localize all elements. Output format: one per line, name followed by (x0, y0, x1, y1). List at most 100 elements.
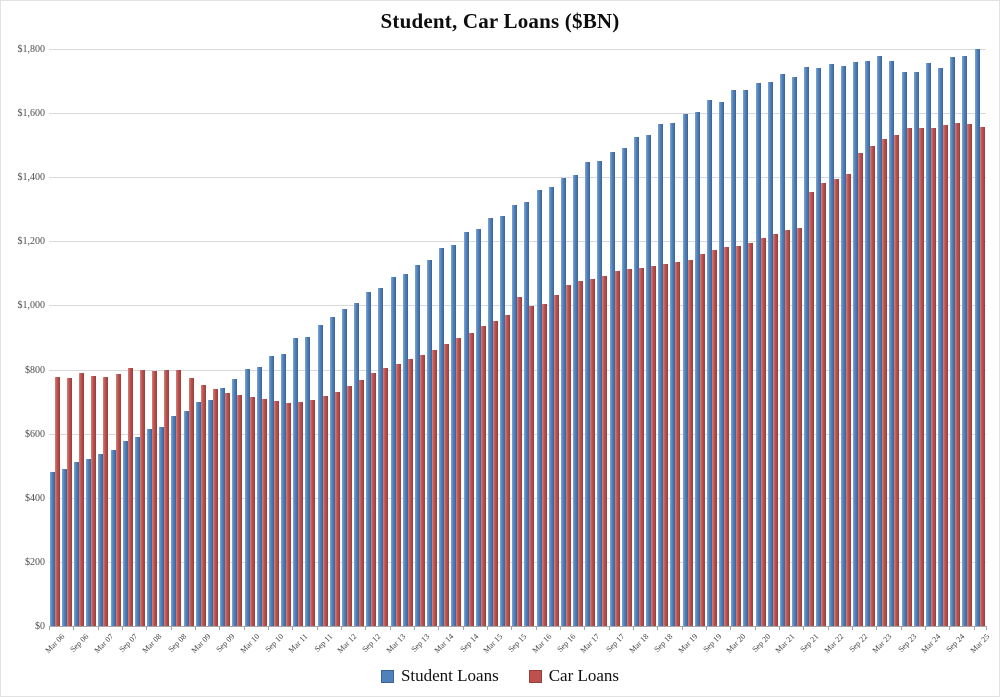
x-tick-label: Mar 13 (384, 632, 408, 655)
student-loans-bar (962, 56, 968, 626)
student-loans-bar (670, 123, 676, 626)
car-loans-bar (833, 179, 839, 626)
student-loans-bar (609, 152, 615, 626)
x-axis-tick (365, 626, 367, 630)
car-loans-bar (955, 123, 961, 626)
student-loans-bar (463, 232, 469, 626)
car-loans-bar (371, 373, 377, 626)
y-tick-label: $0 (35, 621, 45, 632)
x-axis-tick (511, 626, 513, 630)
x-axis-tick (414, 626, 416, 630)
car-loans-bar (273, 401, 279, 626)
car-loans-bar (152, 370, 158, 626)
y-tick-label: $600 (25, 428, 45, 440)
student-loans-bar (938, 68, 944, 626)
student-loans-bar (86, 459, 92, 626)
x-axis-tick (560, 626, 562, 630)
student-loans-bar (658, 124, 664, 626)
car-loans-bar (176, 369, 182, 626)
student-loans-bar (293, 338, 299, 626)
x-axis-tick (389, 626, 391, 630)
car-loans-bar (188, 377, 194, 626)
plot-area (49, 49, 986, 627)
car-loans-bar (286, 402, 291, 626)
car-loans-bar (66, 378, 72, 626)
student-loans-bar (755, 83, 761, 626)
student-loans-legend-swatch (380, 669, 394, 683)
car-loans-bar (164, 370, 170, 626)
legend-item-student-loans: Student Loans (380, 666, 499, 686)
car-loans-bar (882, 139, 888, 626)
x-tick-label: Sep 12 (360, 632, 383, 654)
car-loans-bar (797, 227, 803, 626)
student-loans-bar (49, 472, 55, 626)
car-loans-bar (772, 234, 778, 626)
student-loans-bar (451, 245, 457, 626)
student-loans-bar (548, 187, 554, 626)
student-loans-bar (840, 65, 846, 626)
student-loans-bar (232, 378, 238, 626)
y-tick-label: $400 (25, 492, 45, 504)
student-loans-bar (694, 111, 700, 626)
student-loans-bar (281, 353, 286, 626)
x-tick-label: Mar 12 (335, 632, 359, 655)
car-loans-bar (346, 386, 352, 626)
car-loans-bar (590, 279, 596, 626)
x-tick-label: Mar 19 (676, 632, 700, 655)
student-loans-bar (74, 462, 80, 626)
car-loans-bar (432, 349, 438, 626)
x-axis-tick (243, 626, 245, 630)
student-loans-bar (159, 426, 165, 626)
student-loans-bar (110, 450, 116, 626)
x-axis-tick (681, 626, 683, 630)
car-loans-bar (614, 270, 620, 626)
x-tick-label: Sep 18 (652, 632, 675, 654)
student-loans-bar (621, 148, 627, 626)
car-loans-bar (553, 294, 559, 626)
x-tick-label: Mar 10 (238, 632, 262, 655)
student-loans-bar (974, 49, 980, 626)
student-loans-bar (147, 428, 153, 626)
student-loans-bar (767, 81, 773, 626)
student-loans-bar (171, 415, 177, 626)
student-loans-bar (317, 325, 323, 626)
x-axis-tick (754, 626, 756, 630)
y-tick-label: $800 (25, 364, 45, 376)
car-loans-bar (906, 128, 912, 626)
x-axis-tick (730, 626, 732, 630)
x-axis-tick (779, 626, 781, 630)
student-loans-bar (341, 308, 347, 626)
car-loans-legend-swatch (528, 669, 542, 683)
student-loans-bar (816, 67, 822, 626)
x-axis-tick (900, 626, 902, 630)
student-loans-bar (682, 114, 688, 626)
x-tick-label: Sep 14 (458, 632, 481, 654)
car-loans-bar (675, 262, 681, 626)
car-loans-bar (237, 395, 243, 626)
car-loans-bar (225, 392, 231, 626)
x-axis-line (49, 626, 986, 627)
car-loans-bar (748, 243, 754, 626)
x-axis-tick (487, 626, 489, 630)
car-loans-bar (979, 127, 985, 626)
car-loans-bar (395, 363, 401, 626)
x-tick-label: Sep 19 (701, 632, 724, 654)
x-tick-label: Mar 09 (189, 632, 213, 655)
x-tick-label: Sep 08 (166, 632, 188, 654)
x-tick-label: Mar 15 (481, 632, 505, 655)
x-tick-label: Mar 24 (919, 632, 943, 655)
y-tick-label: $1,200 (17, 236, 46, 248)
x-tick-label: Sep 10 (263, 632, 286, 654)
car-loans-bar (407, 359, 413, 626)
student-loans-bar (901, 71, 907, 626)
student-loans-bar (122, 440, 128, 626)
student-loans-bar (950, 56, 956, 626)
car-loans-bar (322, 395, 328, 626)
car-loans-bar (298, 402, 304, 626)
x-tick-label: Sep 15 (506, 632, 529, 654)
x-axis-tick (73, 626, 75, 630)
car-loans-bar (541, 303, 547, 626)
student-loans-bar (414, 265, 420, 626)
x-axis-tick (986, 626, 987, 630)
x-axis-tick (852, 626, 854, 630)
